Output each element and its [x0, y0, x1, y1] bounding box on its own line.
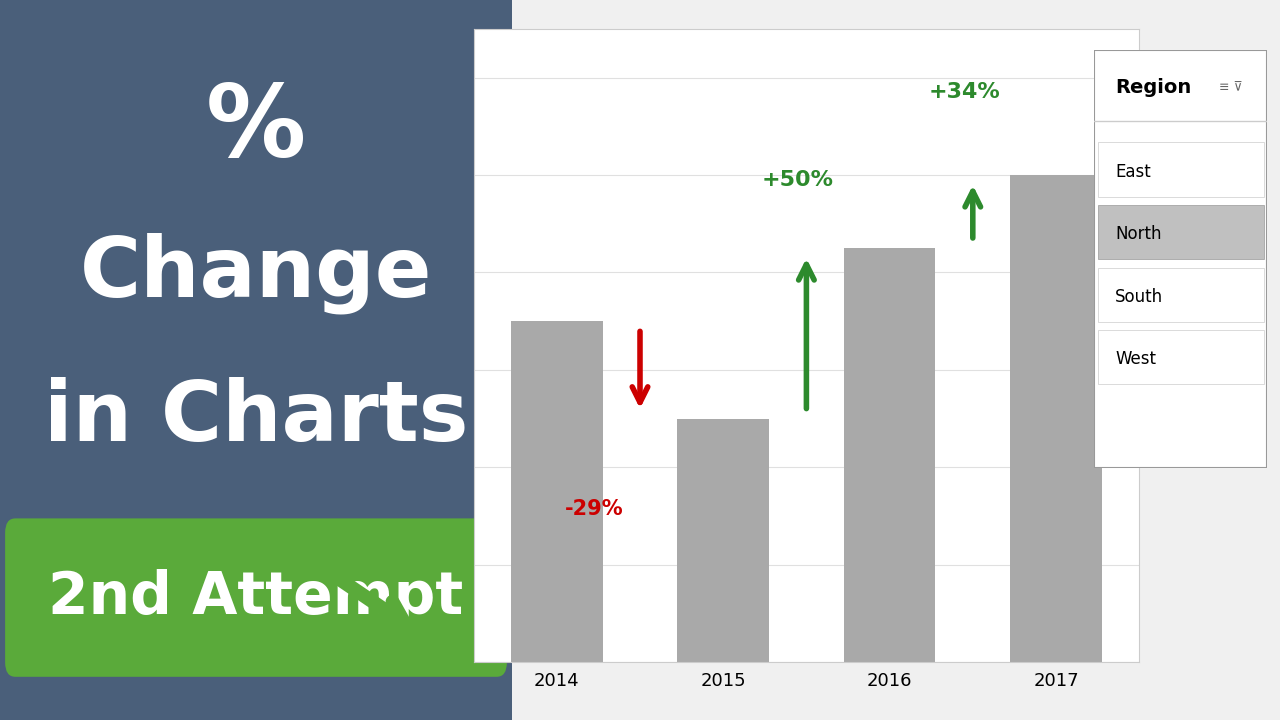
Text: North: North — [1115, 225, 1162, 243]
Text: +34%: +34% — [928, 82, 1001, 102]
Text: -29%: -29% — [564, 499, 623, 519]
Bar — [511, 321, 603, 662]
FancyBboxPatch shape — [0, 0, 512, 720]
Text: 2nd Attempt: 2nd Attempt — [49, 569, 463, 626]
Text: in Charts: in Charts — [44, 377, 468, 458]
Text: Change: Change — [79, 233, 433, 315]
Bar — [844, 248, 936, 662]
Text: +50%: +50% — [762, 170, 835, 189]
FancyBboxPatch shape — [5, 518, 507, 677]
FancyBboxPatch shape — [1098, 268, 1263, 322]
FancyBboxPatch shape — [1094, 50, 1267, 468]
Bar — [1010, 175, 1102, 662]
Text: West: West — [1115, 351, 1156, 369]
FancyBboxPatch shape — [1098, 330, 1263, 384]
FancyBboxPatch shape — [1098, 205, 1263, 259]
Text: South: South — [1115, 288, 1164, 306]
FancyBboxPatch shape — [1098, 143, 1263, 197]
Bar — [677, 419, 769, 662]
Text: East: East — [1115, 163, 1151, 181]
Text: Region: Region — [1115, 78, 1192, 97]
Text: %: % — [206, 81, 306, 178]
Text: ≡ ⊽: ≡ ⊽ — [1219, 81, 1243, 94]
